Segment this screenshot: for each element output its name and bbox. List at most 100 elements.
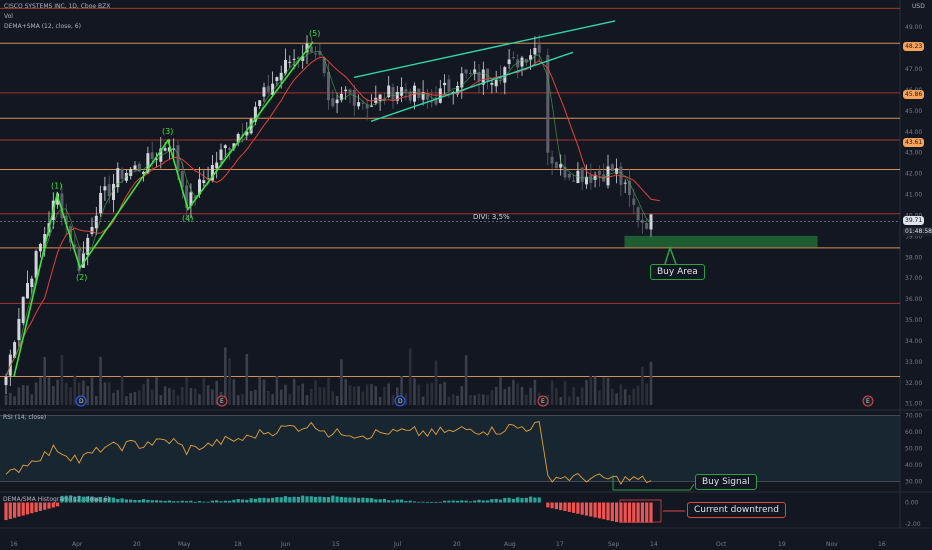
histogram-bar bbox=[124, 499, 128, 503]
candle-body bbox=[73, 244, 77, 248]
candle-body bbox=[77, 248, 81, 272]
elliott-wave-label: (2) bbox=[76, 273, 87, 282]
elliott-wave-label: (4) bbox=[182, 214, 193, 223]
histogram-bar bbox=[636, 502, 640, 523]
volume-bar bbox=[520, 386, 524, 405]
volume-bar bbox=[120, 375, 124, 405]
candle-body bbox=[572, 180, 576, 182]
histogram-bar bbox=[473, 500, 477, 503]
candle-body bbox=[468, 72, 472, 74]
histogram-bar bbox=[275, 497, 279, 503]
candle-body bbox=[271, 83, 275, 95]
volume-bar bbox=[580, 387, 584, 405]
price-tick-label: 33.00 bbox=[905, 359, 922, 366]
date-tick-label: 15 bbox=[332, 541, 340, 548]
elliott-wave-label: (5) bbox=[309, 29, 320, 38]
volume-bar bbox=[279, 389, 283, 405]
candle-body bbox=[137, 163, 141, 172]
candle-body bbox=[425, 94, 429, 100]
candle-body bbox=[163, 148, 167, 151]
candle-body bbox=[90, 226, 94, 234]
volume-bar bbox=[563, 381, 567, 405]
candle-body bbox=[99, 192, 103, 214]
histogram-bar bbox=[344, 497, 348, 503]
volume-bar bbox=[426, 383, 429, 405]
histogram-bar bbox=[215, 500, 219, 503]
histogram-bar bbox=[490, 499, 494, 503]
candle-body bbox=[628, 180, 631, 196]
candle-body bbox=[404, 89, 408, 92]
histogram-bar bbox=[365, 497, 369, 503]
volume-bar bbox=[357, 386, 360, 405]
candle-body bbox=[275, 77, 279, 81]
volume-bar bbox=[64, 383, 68, 405]
elliott-wave-path bbox=[13, 41, 314, 377]
volume-bar bbox=[215, 380, 218, 405]
histogram-tick-label: 0.00 bbox=[905, 500, 919, 507]
volume-bar bbox=[39, 377, 42, 405]
candle-body bbox=[619, 166, 623, 185]
histogram-bar bbox=[352, 497, 356, 503]
candle-body bbox=[17, 318, 21, 341]
histogram-bar bbox=[533, 497, 537, 503]
volume-bar bbox=[206, 385, 210, 405]
candle-body bbox=[593, 174, 597, 180]
histogram-bar bbox=[374, 499, 378, 503]
histogram-bar bbox=[240, 499, 245, 503]
histogram-bar bbox=[602, 502, 606, 520]
histogram-bar bbox=[559, 502, 563, 511]
volume-bar bbox=[26, 385, 29, 405]
volume-bar bbox=[353, 386, 356, 405]
candle-body bbox=[567, 173, 571, 178]
currency-label: USD bbox=[912, 3, 925, 10]
volume-bar bbox=[490, 390, 494, 405]
volume-bar bbox=[383, 386, 386, 405]
volume-bar bbox=[47, 377, 51, 405]
volume-bar bbox=[391, 395, 395, 405]
histogram-bar bbox=[4, 502, 8, 521]
histogram-bar bbox=[507, 497, 511, 503]
event-marker-icon bbox=[394, 395, 406, 407]
histogram-bar bbox=[417, 501, 421, 503]
candle-body bbox=[284, 59, 287, 74]
histogram-bar bbox=[524, 497, 528, 503]
candle-body bbox=[335, 99, 339, 104]
candle-body bbox=[146, 153, 150, 174]
candle-body bbox=[524, 58, 528, 63]
candle-body bbox=[636, 207, 640, 221]
candle-body bbox=[546, 54, 550, 153]
candle-body bbox=[606, 166, 610, 186]
date-tick-label: 18 bbox=[234, 541, 242, 548]
histogram-bar bbox=[34, 502, 38, 513]
candle-body bbox=[288, 61, 292, 63]
volume-bar bbox=[30, 394, 34, 405]
volume-bar bbox=[516, 383, 519, 405]
candle-body bbox=[460, 73, 464, 88]
histogram-bar bbox=[60, 495, 64, 503]
histogram-bar bbox=[529, 496, 533, 503]
event-marker-icon bbox=[862, 395, 874, 407]
event-marker-label: E bbox=[866, 398, 870, 405]
candle-body bbox=[322, 57, 326, 74]
candle-body bbox=[236, 133, 240, 143]
ma-legend: DEMA+SMA (12, close, 6) bbox=[4, 23, 81, 30]
volume-bar bbox=[249, 390, 253, 405]
candle-body bbox=[563, 166, 567, 178]
candle-body bbox=[210, 165, 214, 181]
histogram-bar bbox=[572, 502, 576, 513]
volume-bar bbox=[623, 389, 627, 405]
candle-body bbox=[331, 98, 335, 107]
volume-bar bbox=[439, 383, 442, 405]
volume-bar bbox=[559, 396, 562, 405]
histogram-bar bbox=[447, 500, 451, 503]
volume-bar bbox=[348, 385, 352, 405]
volume-bar bbox=[189, 388, 193, 405]
histogram-bar bbox=[455, 500, 460, 503]
histogram-bar bbox=[498, 499, 503, 503]
volume-bar bbox=[297, 385, 300, 405]
candle-body bbox=[253, 106, 257, 122]
histogram-bar bbox=[554, 502, 558, 510]
candle-body bbox=[266, 85, 270, 92]
histogram-bar bbox=[111, 497, 116, 503]
